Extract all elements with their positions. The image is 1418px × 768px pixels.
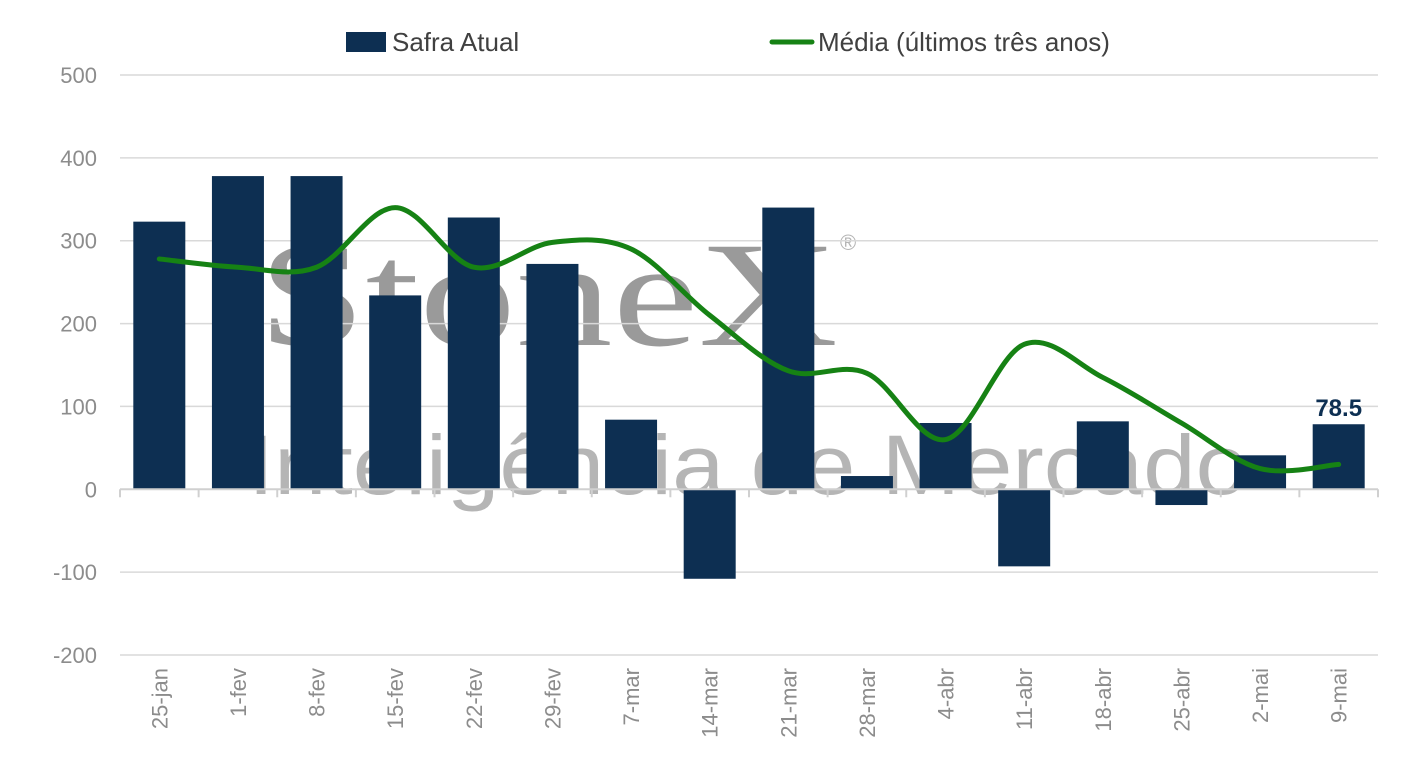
legend-label-line: Média (últimos três anos): [818, 27, 1110, 57]
x-tick-label: 28-mar: [855, 668, 880, 738]
x-tick-label: 15-fev: [383, 668, 408, 729]
y-tick-label: 300: [60, 229, 97, 254]
x-tick-label: 25-jan: [147, 668, 172, 729]
data-label: 78.5: [1315, 395, 1362, 422]
x-tick-label: 18-abr: [1091, 668, 1116, 732]
bar: [369, 295, 422, 490]
x-tick-label: 25-abr: [1169, 668, 1194, 732]
y-tick-label: 100: [60, 394, 97, 419]
y-axis-ticks: 500 400 300 200 100 0 -100 -200: [53, 63, 97, 668]
bar: [605, 419, 658, 490]
y-tick-label: 0: [85, 477, 97, 502]
bar: [1155, 489, 1208, 506]
bar-series: [133, 176, 1365, 579]
x-tick-label: 29-fev: [540, 668, 565, 729]
bar: [998, 489, 1051, 567]
bar: [133, 221, 186, 490]
y-tick-label: -100: [53, 560, 97, 585]
x-tick-label: 7-mar: [619, 668, 644, 725]
bar: [211, 176, 264, 490]
bar: [1312, 424, 1365, 490]
data-labels: 78.5: [1315, 395, 1362, 422]
bar: [762, 207, 815, 490]
x-tick-label: 2-mai: [1248, 668, 1273, 723]
bar: [290, 176, 343, 490]
bar: [1076, 421, 1129, 490]
x-tick-label: 21-mar: [776, 668, 801, 738]
y-tick-label: -200: [53, 643, 97, 668]
x-axis: [119, 488, 1379, 498]
watermark-registered: ®: [840, 230, 856, 255]
legend: Safra Atual Média (últimos três anos): [346, 27, 1110, 57]
bar: [447, 217, 500, 490]
x-tick-label: 14-mar: [698, 668, 723, 738]
bar: [526, 263, 579, 490]
bar: [840, 476, 893, 490]
x-tick-label: 11-abr: [1012, 668, 1037, 730]
x-tick-label: 9-mai: [1327, 668, 1352, 723]
line-series: [156, 205, 1342, 474]
x-tick-label: 22-fev: [462, 668, 487, 729]
bar: [683, 489, 736, 579]
legend-label-bar: Safra Atual: [392, 27, 519, 57]
x-tick-label: 4-abr: [934, 668, 959, 719]
legend-swatch-bar: [346, 32, 386, 52]
y-tick-label: 500: [60, 63, 97, 88]
x-tick-label: 1-fev: [226, 668, 251, 717]
y-tick-label: 400: [60, 146, 97, 171]
average-line: [156, 205, 1342, 474]
x-axis-ticks: 25-jan 1-fev 8-fev 15-fev 22-fev 29-fev 7-mar 1…: [147, 668, 1351, 738]
x-tick-label: 8-fev: [305, 668, 330, 717]
y-tick-label: 200: [60, 312, 97, 337]
